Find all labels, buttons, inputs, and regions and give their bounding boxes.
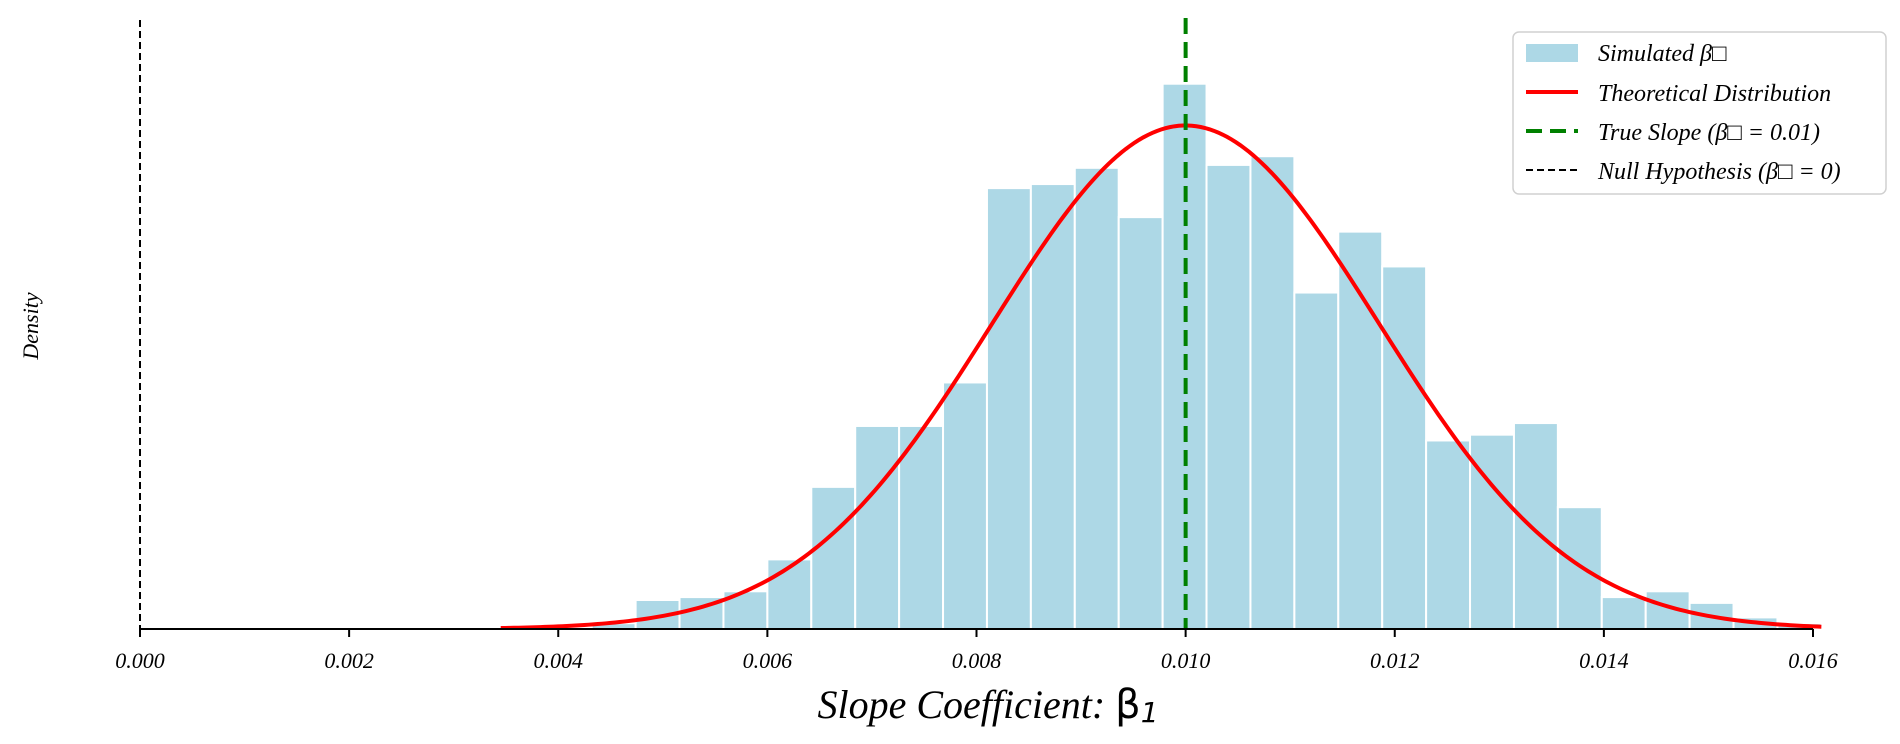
legend-swatch-histogram	[1526, 44, 1578, 62]
histogram-bar	[810, 485, 857, 630]
x-tick-label: 0.010	[1161, 648, 1211, 673]
histogram-bar	[766, 558, 813, 630]
histogram-bar	[1425, 439, 1472, 630]
histogram-bar	[1512, 422, 1559, 630]
x-tick-label: 0.004	[534, 648, 584, 673]
x-tick-label: 0.014	[1579, 648, 1629, 673]
theoretical-distribution-curve	[500, 123, 1822, 631]
x-tick-label: 0.000	[115, 648, 165, 673]
legend-label-true-slope: True Slope (β□ = 0.01)	[1598, 120, 1820, 146]
histogram-bar	[942, 381, 988, 630]
x-tick-label: 0.012	[1370, 648, 1420, 673]
x-tick-label: 0.006	[743, 648, 793, 673]
legend-label-theoretical: Theoretical Distribution	[1598, 81, 1831, 107]
histogram-bar	[898, 424, 945, 630]
y-axis-label: Density	[18, 292, 43, 360]
histogram-bar	[1600, 596, 1647, 631]
legend: Simulated β□ Theoretical Distribution Tr…	[1512, 31, 1887, 195]
legend-label-histogram: Simulated β□	[1598, 41, 1727, 67]
histogram-bar	[1117, 216, 1164, 630]
x-tick-label: 0.016	[1788, 648, 1838, 673]
histogram-bar	[854, 424, 901, 630]
x-tick-label: 0.008	[952, 648, 1002, 673]
histogram-bar	[1381, 265, 1428, 630]
x-axis-label-subscript: 1	[1141, 696, 1159, 729]
histogram-bar	[1249, 155, 1296, 630]
histogram-bar	[1293, 291, 1340, 630]
legend-box	[1512, 31, 1887, 195]
x-tick-label: 0.002	[324, 648, 374, 673]
histogram-bars	[590, 82, 1823, 631]
histogram-bar	[1073, 166, 1120, 630]
histogram-bar	[1205, 163, 1252, 630]
x-axis-label: Slope Coefficient: β1	[817, 682, 1158, 729]
legend-label-null-hypothesis: Null Hypothesis (β□ = 0)	[1597, 159, 1841, 185]
x-axis-label-symbol: β	[1115, 682, 1141, 728]
histogram-bar	[985, 187, 1032, 630]
x-axis-ticks: 0.000 0.002 0.004 0.006 0.008 0.010 0.012 0.014…	[115, 629, 1838, 673]
x-axis-label-text: Slope Coefficient:	[817, 682, 1115, 727]
